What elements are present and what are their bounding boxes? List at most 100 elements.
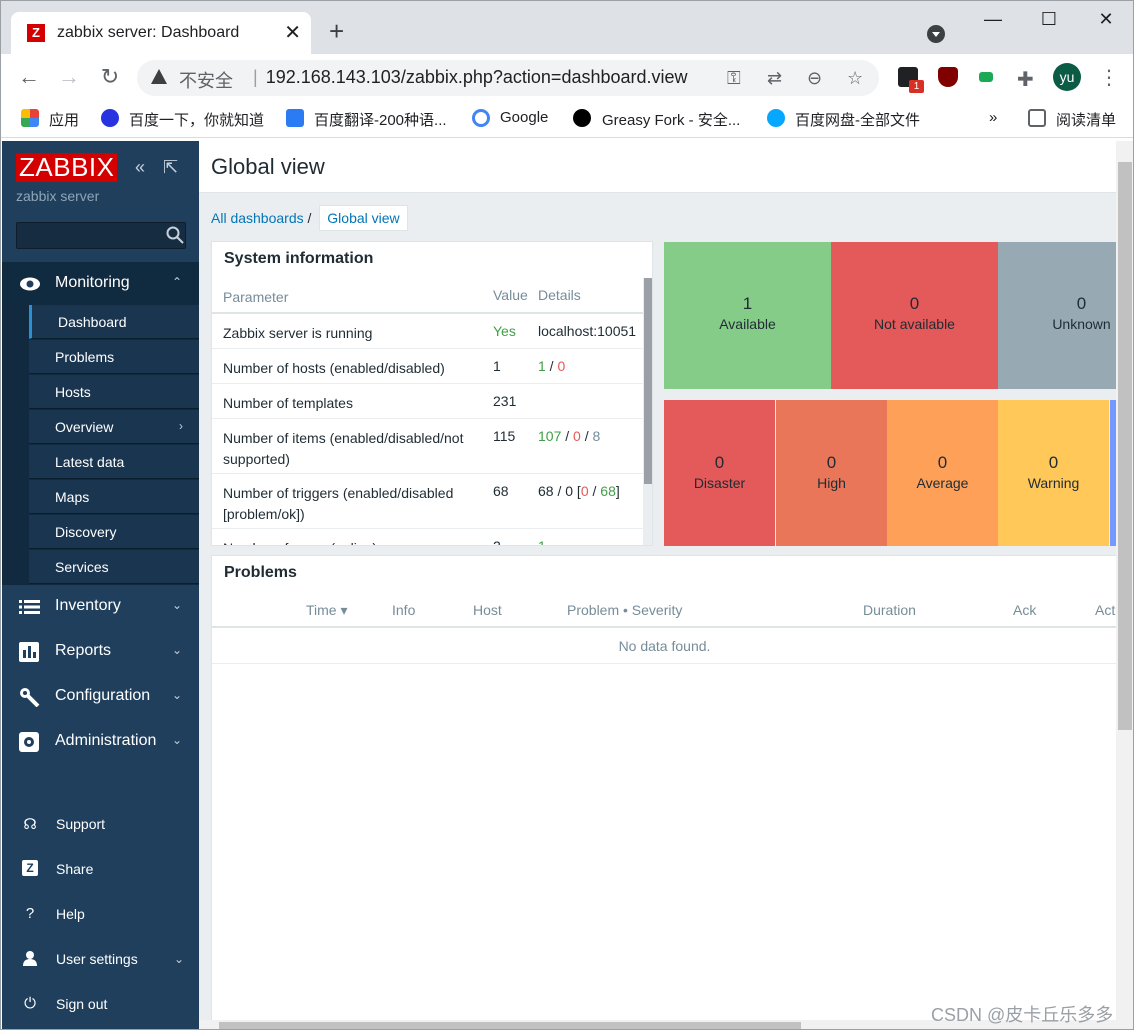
extension-ublock-icon[interactable] — [938, 67, 958, 87]
browser-menu-icon[interactable]: ⋮ — [1099, 67, 1119, 89]
widget-title: System information — [224, 250, 374, 267]
sidebar-item-help[interactable]: ? Help — [2, 894, 199, 934]
translate-page-icon[interactable]: ⇄ — [767, 68, 783, 88]
monitoring-submenu: Dashboard Problems Hosts Overview › Lates… — [2, 303, 199, 585]
tile-count: 0 — [1048, 453, 1059, 472]
back-icon[interactable]: ← — [18, 64, 40, 89]
sidebar-item-services[interactable]: Services — [29, 550, 199, 584]
page-vertical-scrollbar[interactable] — [1116, 141, 1133, 1029]
sidebar-item-configuration[interactable]: Configuration ⌄ — [2, 675, 199, 719]
bookmarks-overflow-button[interactable]: » — [989, 109, 998, 126]
bookmark-greasyfork[interactable]: Greasy Fork - 安全... — [602, 112, 741, 129]
bookmark-baidu-translate[interactable]: 百度翻译-200种语... — [314, 112, 447, 129]
severity-tile-average[interactable]: 0 Average — [887, 400, 998, 546]
extension-green-icon[interactable] — [979, 72, 993, 82]
breadcrumb-all-dashboards[interactable]: All dashboards — [211, 210, 304, 226]
sidebar-item-share[interactable]: Z Share — [2, 849, 199, 889]
bookmark-star-icon[interactable]: ☆ — [847, 68, 864, 88]
sidebar-item-administration[interactable]: Administration ⌄ — [2, 720, 199, 764]
widget-title: Problems — [224, 564, 297, 581]
kiosk-mode-icon[interactable]: ⇱ — [163, 157, 179, 177]
sidebar-item-hosts[interactable]: Hosts — [29, 375, 199, 409]
sidebar-item-maps[interactable]: Maps — [29, 480, 199, 514]
sign-out-label: Sign out — [56, 996, 108, 1012]
extensions-puzzle-icon[interactable]: ✚ — [1017, 69, 1034, 91]
severity-tile-disaster[interactable]: 0 Disaster — [664, 400, 775, 546]
bracket: ] — [615, 483, 620, 499]
browser-tab[interactable]: Z zabbix server: Dashboard ✕ — [11, 12, 311, 54]
sidebar-item-support[interactable]: ☊ Support — [2, 804, 199, 844]
sidebar-item-sign-out[interactable]: ⏻ Sign out — [2, 984, 199, 1024]
bookmark-baidu-pan[interactable]: 百度网盘-全部文件 — [795, 112, 920, 129]
availability-tile-available[interactable]: 1 Available — [664, 242, 831, 389]
severity-tile-high[interactable]: 0 High — [776, 400, 887, 546]
insecure-label[interactable]: 不安全 — [179, 71, 233, 91]
row-details: 68 / 0 [0 / 68] — [538, 483, 620, 499]
eye-icon — [20, 277, 40, 291]
key-icon[interactable]: ⚿ — [727, 68, 741, 88]
window-close-button[interactable]: ✕ — [1098, 9, 1114, 29]
greasyfork-icon — [573, 109, 591, 127]
breadcrumb-global-view[interactable]: Global view — [319, 205, 408, 231]
row-value: Yes — [493, 323, 516, 339]
configuration-label: Configuration — [55, 687, 151, 704]
scrollbar-thumb[interactable] — [219, 1022, 801, 1029]
sidebar-item-user-settings[interactable]: User settings ⌄ — [2, 939, 199, 979]
page-title: Global view — [211, 154, 325, 179]
row-value: 231 — [493, 393, 517, 409]
widget-scrollbar[interactable] — [643, 278, 652, 545]
column-time[interactable]: Time ▾ — [306, 602, 348, 618]
problems-widget: Problems Time ▾ Info Host Problem • Seve… — [211, 555, 1117, 1029]
availability-tile-not-available[interactable]: 0 Not available — [831, 242, 998, 389]
column-parameter: Parameter — [223, 289, 289, 305]
tab-close-icon[interactable]: ✕ — [284, 22, 301, 44]
sidebar-item-monitoring[interactable]: Monitoring ⌃ — [2, 262, 199, 306]
tile-label: Warning — [1027, 475, 1080, 491]
new-tab-button[interactable]: + — [329, 16, 345, 46]
page-horizontal-scrollbar[interactable] — [199, 1020, 1116, 1029]
disabled-count: 0 — [573, 428, 581, 444]
collapse-sidebar-icon[interactable]: « — [135, 157, 146, 177]
sidebar-item-overview[interactable]: Overview › — [29, 410, 199, 444]
column-details: Details — [538, 287, 581, 303]
bookmark-google[interactable]: Google — [500, 109, 549, 126]
tile-count: 0 — [714, 453, 725, 472]
warning-icon[interactable] — [151, 69, 167, 84]
enabled-count: 107 — [538, 428, 562, 444]
sidebar-item-discovery[interactable]: Discovery — [29, 515, 199, 549]
profile-avatar[interactable]: yu — [1053, 63, 1081, 91]
maps-label: Maps — [55, 489, 90, 505]
zoom-icon[interactable]: ⊖ — [807, 68, 823, 88]
tile-count: 0 — [937, 453, 948, 472]
scrollbar-thumb[interactable] — [1118, 162, 1132, 730]
sidebar-item-problems[interactable]: Problems — [29, 340, 199, 374]
maximize-button[interactable]: ☐ — [1040, 9, 1058, 29]
row-parameter: Number of users (online) — [223, 538, 485, 545]
bookmark-baidu[interactable]: 百度一下，你就知道 — [129, 112, 265, 129]
url-text[interactable]: | 192.168.143.103/zabbix.php?action=dashb… — [253, 67, 688, 88]
scrollbar-thumb[interactable] — [644, 278, 652, 484]
search-icon[interactable] — [165, 225, 185, 245]
minimize-button[interactable]: — — [984, 9, 1002, 29]
reading-list-icon — [1028, 109, 1046, 127]
bookmark-apps[interactable]: 应用 — [49, 112, 80, 129]
sidebar-item-reports[interactable]: Reports ⌄ — [2, 630, 199, 674]
enabled-count: 1 — [538, 358, 546, 374]
sidebar-item-dashboard[interactable]: Dashboard — [29, 305, 199, 339]
row-value: 1 — [493, 358, 501, 374]
availability-tile-unknown[interactable]: 0 Unknown — [998, 242, 1133, 389]
zabbix-share-icon: Z — [22, 860, 38, 876]
forward-icon[interactable]: → — [58, 64, 80, 89]
tab-search-icon[interactable] — [927, 25, 945, 43]
sidebar-item-inventory[interactable]: Inventory ⌄ — [2, 585, 199, 629]
power-icon: ⏻ — [24, 995, 36, 1012]
severity-tile-warning[interactable]: 0 Warning — [998, 400, 1109, 546]
row-details: 1 — [538, 538, 546, 546]
table-header: Parameter Value Details — [212, 278, 643, 314]
address-bar[interactable]: 不安全 | 192.168.143.103/zabbix.php?action=d… — [137, 60, 879, 96]
sidebar-item-latest-data[interactable]: Latest data — [29, 445, 199, 479]
sidebar-search-input[interactable] — [16, 222, 186, 249]
reading-list-button[interactable]: 阅读清单 — [1056, 112, 1117, 129]
zabbix-logo[interactable]: ZABBIX — [16, 153, 118, 182]
reload-icon[interactable]: ↻ — [100, 64, 120, 89]
